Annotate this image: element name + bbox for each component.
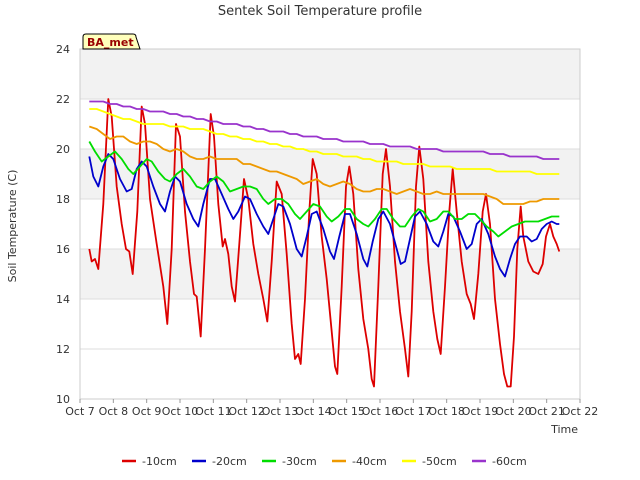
y-tick-label: 12: [56, 343, 70, 356]
x-tick-label: Oct 12: [228, 405, 265, 418]
gridlines: [80, 48, 580, 400]
series-line-minus-30cm: [88, 141, 560, 238]
series-line-minus-20cm: [88, 153, 560, 278]
x-tick-label: Oct 18: [428, 405, 465, 418]
series-line-minus-10cm: [88, 98, 561, 388]
station-tag-label: BA_met: [87, 36, 134, 49]
y-tick-label: 16: [56, 243, 70, 256]
background-band: [80, 49, 580, 99]
y-axis-label: Soil Temperature (C): [6, 170, 19, 283]
station-tag: BA_met: [82, 33, 141, 50]
x-tick-label: Oct 19: [462, 405, 499, 418]
x-tick-label: Oct 21: [528, 405, 565, 418]
x-tick-label: Oct 13: [262, 405, 299, 418]
y-tick-label: 24: [56, 43, 70, 56]
series-line-minus-40cm: [89, 125, 560, 205]
legend-label: -50cm: [422, 455, 457, 468]
series-lines: [88, 98, 561, 388]
background-bands: [80, 49, 580, 299]
x-tick-label: Oct 17: [395, 405, 432, 418]
y-tick-label: 14: [56, 293, 70, 306]
x-tick-label: Oct 15: [328, 405, 365, 418]
plot-area-border: [79, 48, 581, 400]
x-tick-label: Oct 22: [562, 405, 599, 418]
legend-label: -10cm: [142, 455, 177, 468]
series-line-minus-60cm: [89, 100, 560, 160]
y-tick-label: 20: [56, 143, 70, 156]
legend-label: -30cm: [282, 455, 317, 468]
x-tick-label: Oct 16: [362, 405, 399, 418]
x-axis-label: Time: [550, 423, 578, 436]
legend-label: -40cm: [352, 455, 387, 468]
chart-title: Sentek Soil Temperature profile: [218, 4, 422, 19]
station-tag-box: [82, 33, 141, 50]
x-tick-label: Oct 10: [162, 405, 199, 418]
x-tick-label: Oct 11: [195, 405, 232, 418]
x-tick-label: Oct 7: [65, 405, 95, 418]
legend-label: -60cm: [492, 455, 527, 468]
y-tick-label: 22: [56, 93, 70, 106]
legend-label: -20cm: [212, 455, 247, 468]
legend: -10cm -20cm -30cm -40cm -50cm -60cm: [122, 455, 527, 468]
y-tick-label: 18: [56, 193, 70, 206]
series-line-minus-50cm: [89, 108, 560, 175]
x-tick-label: Oct 9: [132, 405, 162, 418]
y-axis-ticks: 10 12 14 16 18 20 22 24: [56, 43, 70, 406]
background-band: [80, 149, 580, 199]
x-tick-label: Oct 14: [295, 405, 332, 418]
x-tick-label: Oct 20: [495, 405, 532, 418]
y-tick-label: 10: [56, 393, 70, 406]
x-tick-label: Oct 8: [99, 405, 129, 418]
